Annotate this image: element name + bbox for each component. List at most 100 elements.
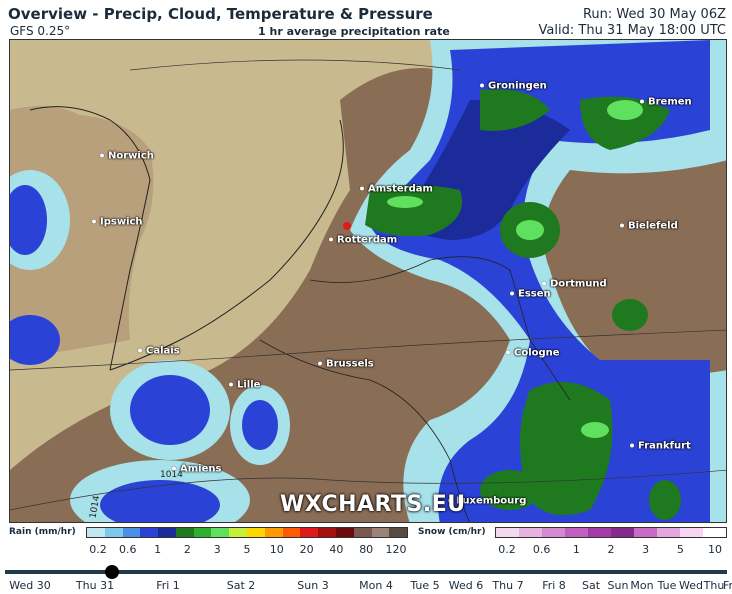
city-label: Norwich	[100, 151, 154, 162]
city-label: Cologne	[506, 348, 560, 359]
city-label: Bremen	[640, 97, 692, 108]
scale-tick: 3	[213, 543, 221, 556]
city-label: Bielefeld	[620, 221, 678, 232]
timeline-day[interactable]: Fri 1	[156, 579, 180, 592]
timeline-day[interactable]: Tue	[657, 579, 677, 592]
watermark: WXCHARTS.EU	[280, 492, 466, 517]
isobar-1	[10, 329, 726, 371]
scale-tick: 3	[642, 543, 650, 556]
scale-tick: 120	[385, 543, 407, 556]
layer-label: 1 hr average precipitation rate	[258, 25, 450, 38]
rain-green-1	[365, 185, 462, 237]
scale-swatch	[104, 528, 123, 537]
scale-swatch	[247, 528, 265, 537]
timeline-day[interactable]: Mon	[630, 579, 654, 592]
scale-tick: 0.2	[498, 543, 516, 556]
scale-tick: 80	[359, 543, 374, 556]
scale-swatch	[229, 528, 248, 537]
weather-map[interactable]: Groningen Bremen Norwich Amsterdam Ipswi…	[9, 39, 727, 523]
scale-swatch	[657, 528, 680, 537]
timeline-day[interactable]: Sun	[607, 579, 629, 592]
scale-tick: 0.2	[89, 543, 107, 556]
scale-swatch	[565, 528, 588, 537]
city-label: Essen	[510, 289, 551, 300]
run-time: Run: Wed 30 May 06Z	[582, 7, 726, 22]
scale-swatch	[87, 528, 105, 537]
timeline-day[interactable]: Fri 8	[542, 579, 566, 592]
scale-tick: 10	[708, 543, 722, 556]
city-label: Amsterdam	[360, 184, 433, 195]
timeline-day[interactable]: Wed	[679, 579, 703, 592]
rain-green-3	[580, 96, 670, 150]
scale-tick: 2	[183, 543, 191, 556]
scale-swatch	[193, 528, 212, 537]
scale-swatch	[634, 528, 657, 537]
city-label: Amiens	[172, 464, 221, 475]
timeline-day[interactable]: Sat	[581, 579, 601, 592]
rain-bright-2	[607, 100, 643, 120]
rain-color-scale	[86, 527, 408, 538]
city-label: Dortmund	[542, 279, 607, 290]
timeline-day[interactable]: Wed 6	[448, 579, 484, 592]
snow-legend-label: Snow (cm/hr)	[418, 527, 486, 537]
scale-swatch	[680, 528, 703, 537]
snow-color-scale	[495, 527, 727, 538]
rain-france-4	[100, 480, 220, 522]
scale-swatch	[122, 528, 141, 537]
scale-tick: 40	[329, 543, 344, 556]
rain-legend-label: Rain (mm/hr)	[9, 527, 76, 537]
timeline-day[interactable]: Tue 5	[410, 579, 440, 592]
isobar-2	[10, 469, 726, 511]
scale-tick: 5	[676, 543, 684, 556]
timeline-day[interactable]: Thu 7	[492, 579, 524, 592]
timeline-day[interactable]: Fr	[722, 579, 732, 592]
scale-swatch	[158, 528, 176, 537]
city-label: Brussels	[318, 359, 374, 370]
scale-swatch	[542, 528, 565, 537]
scale-tick: 1	[154, 543, 162, 556]
valid-time: Valid: Thu 31 May 18:00 UTC	[538, 23, 726, 38]
scale-swatch	[264, 528, 283, 537]
scale-swatch	[318, 528, 336, 537]
timeline-day[interactable]: Wed 30	[9, 579, 51, 592]
rain-lille-2	[242, 400, 278, 450]
scale-swatch	[335, 528, 354, 537]
timeline-track[interactable]	[5, 570, 727, 574]
scale-swatch	[588, 528, 611, 537]
city-label: Groningen	[480, 81, 547, 92]
rain-green-5	[520, 382, 613, 516]
scale-tick: 1	[572, 543, 580, 556]
timeline[interactable]: Wed 30 Thu 31 Fri 1 Sat 2 Sun 3 Mon 4 Tue 5 Wed…	[0, 565, 732, 594]
map-canvas	[10, 40, 726, 522]
page-title: Overview - Precip, Cloud, Temperature & …	[8, 5, 433, 23]
rain-bright-3	[387, 196, 423, 208]
rain-west-3	[10, 315, 60, 365]
rain-green-2	[480, 89, 550, 131]
timeline-day[interactable]: Thu 31	[75, 579, 115, 592]
rain-green-7	[612, 299, 648, 331]
scale-swatch	[371, 528, 390, 537]
timeline-day[interactable]: Sun 3	[297, 579, 329, 592]
border-2	[259, 339, 470, 522]
scale-swatch	[175, 528, 194, 537]
city-label: Rotterdam	[329, 235, 397, 246]
isobar-label: 1014	[160, 470, 183, 480]
timeline-handle[interactable]	[105, 565, 119, 579]
scale-swatch	[211, 528, 230, 537]
scale-tick: 20	[299, 543, 314, 556]
scale-swatch	[300, 528, 319, 537]
scale-swatch	[353, 528, 372, 537]
scale-swatch	[282, 528, 301, 537]
timeline-day[interactable]: Mon 4	[359, 579, 393, 592]
city-label: Calais	[138, 346, 180, 357]
border-1	[309, 256, 571, 401]
timeline-day[interactable]: Thu	[703, 579, 725, 592]
scale-tick: 5	[243, 543, 251, 556]
location-marker	[343, 222, 351, 230]
scale-tick: 0.6	[119, 543, 137, 556]
city-label: Frankfurt	[630, 441, 691, 452]
rain-west-2	[10, 185, 47, 255]
timeline-day[interactable]: Sat 2	[226, 579, 256, 592]
scale-swatch	[611, 528, 634, 537]
scale-swatch	[519, 528, 542, 537]
